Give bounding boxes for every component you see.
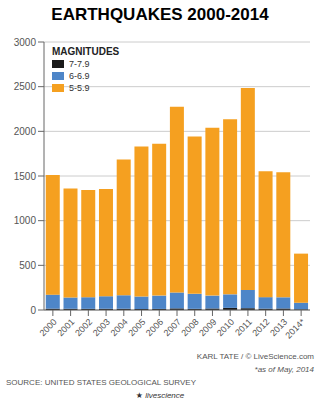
html-text:EARTHQUAKES 2000-2014: EARTHQUAKES 2000-2014 — [51, 5, 269, 24]
html-text:*as of May, 2014: *as of May, 2014 — [254, 365, 314, 374]
html-text:5-5.9: 5-5.9 — [69, 83, 90, 93]
svg-text:1500: 1500 — [14, 171, 37, 182]
html-text:★ livescience: ★ livescience — [135, 391, 185, 400]
svg-text:2000: 2000 — [38, 317, 59, 338]
html-text:6-6.9: 6-6.9 — [69, 71, 90, 81]
svg-text:2000: 2000 — [14, 126, 37, 137]
html-text:7-7.9: 7-7.9 — [69, 59, 90, 69]
svg-text:2007: 2007 — [162, 317, 183, 338]
svg-text:2013: 2013 — [268, 316, 290, 339]
svg-text:2014*: 2014* — [283, 317, 307, 341]
svg-text:2005: 2005 — [126, 317, 147, 338]
svg-text:2008: 2008 — [179, 317, 200, 338]
svg-text:2009: 2009 — [197, 317, 218, 338]
svg-text:2004: 2004 — [108, 317, 129, 338]
svg-text:2003: 2003 — [91, 317, 112, 338]
svg-text:500: 500 — [19, 260, 36, 271]
svg-text:2011: 2011 — [233, 317, 254, 338]
svg-text:0: 0 — [30, 305, 36, 316]
svg-text:1000: 1000 — [14, 215, 37, 226]
html-text:SOURCE: UNITED STATES GEOLOGIC: SOURCE: UNITED STATES GEOLOGICAL SURVEY — [6, 378, 196, 387]
svg-text:2010: 2010 — [215, 317, 236, 338]
html-text:KARL TATE / © LiveScience.com: KARL TATE / © LiveScience.com — [196, 352, 314, 361]
svg-text:2001: 2001 — [55, 317, 76, 338]
svg-text:2006: 2006 — [144, 317, 165, 338]
svg-text:3000: 3000 — [14, 37, 37, 48]
html-text:MAGNITUDES: MAGNITUDES — [52, 46, 120, 57]
svg-text:2012: 2012 — [250, 317, 271, 338]
svg-text:2500: 2500 — [14, 81, 37, 92]
svg-text:2002: 2002 — [73, 317, 94, 338]
